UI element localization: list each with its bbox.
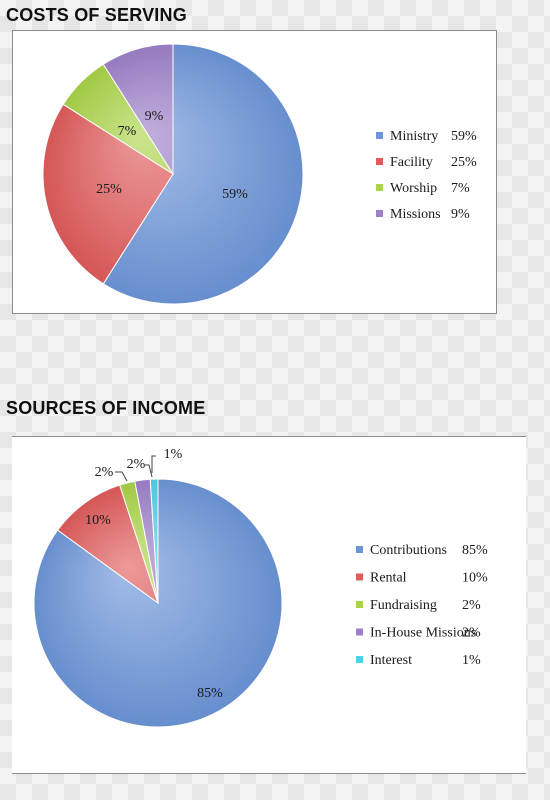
income-slice-label-fundraising: 2% [95,465,114,480]
income-legend-value-in-house-missions: 2% [462,626,481,641]
costs-legend-swatch-worship [376,184,383,191]
income-slices [33,478,283,728]
income-slice-label-rental: 10% [85,513,111,528]
income-chart-title: SOURCES OF INCOME [6,398,206,418]
income-legend-value-interest: 1% [462,653,481,668]
income-legend-swatch-in-house-missions [356,628,363,636]
income-legend-value-contributions: 85% [462,543,488,558]
costs-legend-value-missions: 9% [451,207,470,222]
costs-legend-value-worship: 7% [451,181,470,196]
costs-slice-label-worship: 7% [118,124,137,139]
income-leader-interest [151,455,156,473]
income-legend-label-fundraising: Fundraising [370,598,437,613]
costs-slices [42,43,304,305]
income-legend-label-interest: Interest [370,653,412,668]
costs-chart-title: COSTS OF SERVING [6,5,187,25]
income-leader-in-house-missions [145,464,153,478]
income-leader-fundraising [115,471,128,482]
income-slice-label-interest: 1% [164,447,183,462]
costs-legend-value-facility: 25% [451,155,477,170]
income-legend-label-contributions: Contributions [370,543,447,558]
income-slice-label-in-house-missions: 2% [127,457,146,472]
costs-slice-label-missions: 9% [145,109,164,124]
costs-legend-label-facility: Facility [390,155,433,170]
income-pie-chart: 85% 10% 2% 2% 1% Contributions 85% Rental 10% Fun… [33,447,488,728]
costs-slice-ministry [102,43,304,305]
costs-legend-swatch-missions [376,210,383,217]
costs-legend: Ministry 59% Facility 25% Worship 7% Missions 9… [376,129,477,222]
costs-legend-swatch-ministry [376,132,383,139]
income-legend-value-rental: 10% [462,571,488,586]
costs-legend-label-missions: Missions [390,207,441,222]
costs-slice-missions [102,43,174,176]
income-chart-panel: 85% 10% 2% 2% 1% Contributions 85% Rental 10% Fun… [12,436,526,774]
costs-slice-label-ministry: 59% [222,187,248,202]
income-slice-label-contributions: 85% [197,686,223,701]
income-slice-interest [149,478,159,604]
costs-slice-label-facility: 25% [96,182,122,197]
costs-chart-panel: 59% 25% 7% 9% Ministry 59% Facility 25% Worship 7… [12,30,497,314]
income-legend-value-fundraising: 2% [462,598,481,613]
income-slice-rental [56,484,159,605]
costs-legend-label-worship: Worship [390,181,437,196]
income-legend-label-rental: Rental [370,571,407,586]
income-legend-label-in-house-missions: In-House Missions [370,626,476,641]
costs-legend-label-ministry: Ministry [390,129,438,144]
income-legend: Contributions 85%Rental 10%Fundraising 2%In… [356,543,488,668]
income-legend-swatch-interest [356,656,363,663]
income-legend-swatch-contributions [356,546,363,553]
costs-pie-chart: 59% 25% 7% 9% Ministry 59% Facility 25% Worship 7… [42,43,477,305]
income-legend-swatch-fundraising [356,601,363,608]
costs-slice-facility [42,103,174,285]
income-legend-swatch-rental [356,573,363,581]
costs-legend-swatch-facility [376,158,383,165]
costs-legend-value-ministry: 59% [451,129,477,144]
